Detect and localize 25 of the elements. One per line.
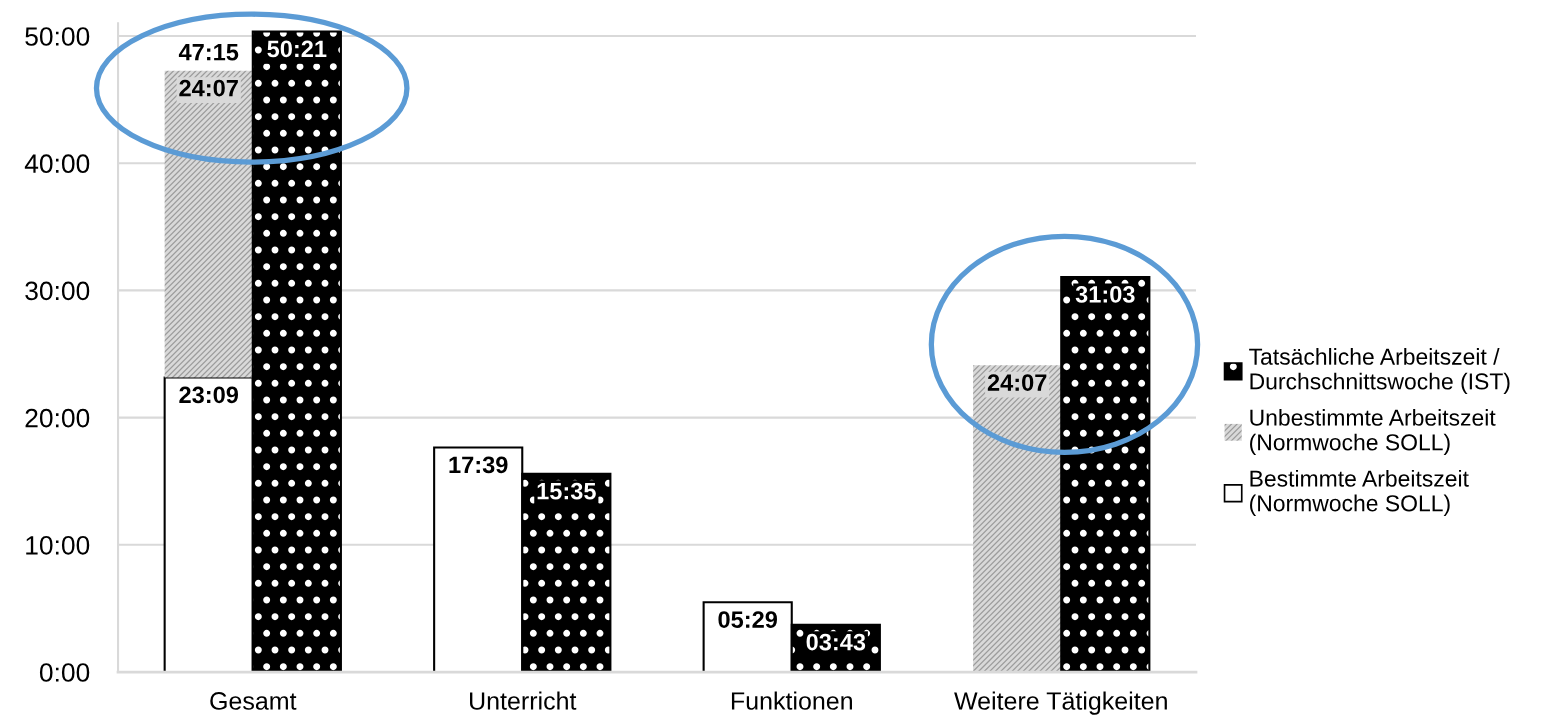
legend-label: Unbestimmte Arbeitszeit (Normwoche SOLL) xyxy=(1250,408,1496,455)
x-tick-label: Funktionen xyxy=(731,691,852,710)
data-label: 15:35 xyxy=(537,482,596,500)
x-tick-label: Unterricht xyxy=(470,691,577,710)
legend-label: Tatsächliche Arbeitszeit / Durchschnittswoche (IST) xyxy=(1249,348,1510,395)
y-tick-label: 50:00 xyxy=(25,27,90,46)
data-label: 31:03 xyxy=(1075,286,1135,303)
bar xyxy=(164,70,253,378)
data-label: 17:39 xyxy=(449,456,508,474)
data-label: 50:21 xyxy=(267,40,327,58)
x-tick-label: Weitere Tätigkeiten xyxy=(954,691,1167,715)
y-tick-label: 40:00 xyxy=(24,154,90,174)
data-label: 05:29 xyxy=(718,611,778,628)
data-label: 23:09 xyxy=(179,386,239,404)
data-label: 24:07 xyxy=(179,79,238,97)
annotation: 47:15 xyxy=(178,44,239,61)
y-tick-label: 30:00 xyxy=(25,281,90,301)
legend-label: Bestimmte Arbeitszeit (Normwoche SOLL) xyxy=(1250,469,1469,516)
bar xyxy=(973,365,1062,673)
x-tick-label: Gesamt xyxy=(210,692,297,710)
y-tick-label: 10:00 xyxy=(26,535,90,555)
data-label: 03:43 xyxy=(806,633,866,651)
data-label: 24:07 xyxy=(987,374,1047,391)
y-tick-label: 20:00 xyxy=(25,408,90,428)
y-tick-label: 0:00 xyxy=(39,663,90,682)
